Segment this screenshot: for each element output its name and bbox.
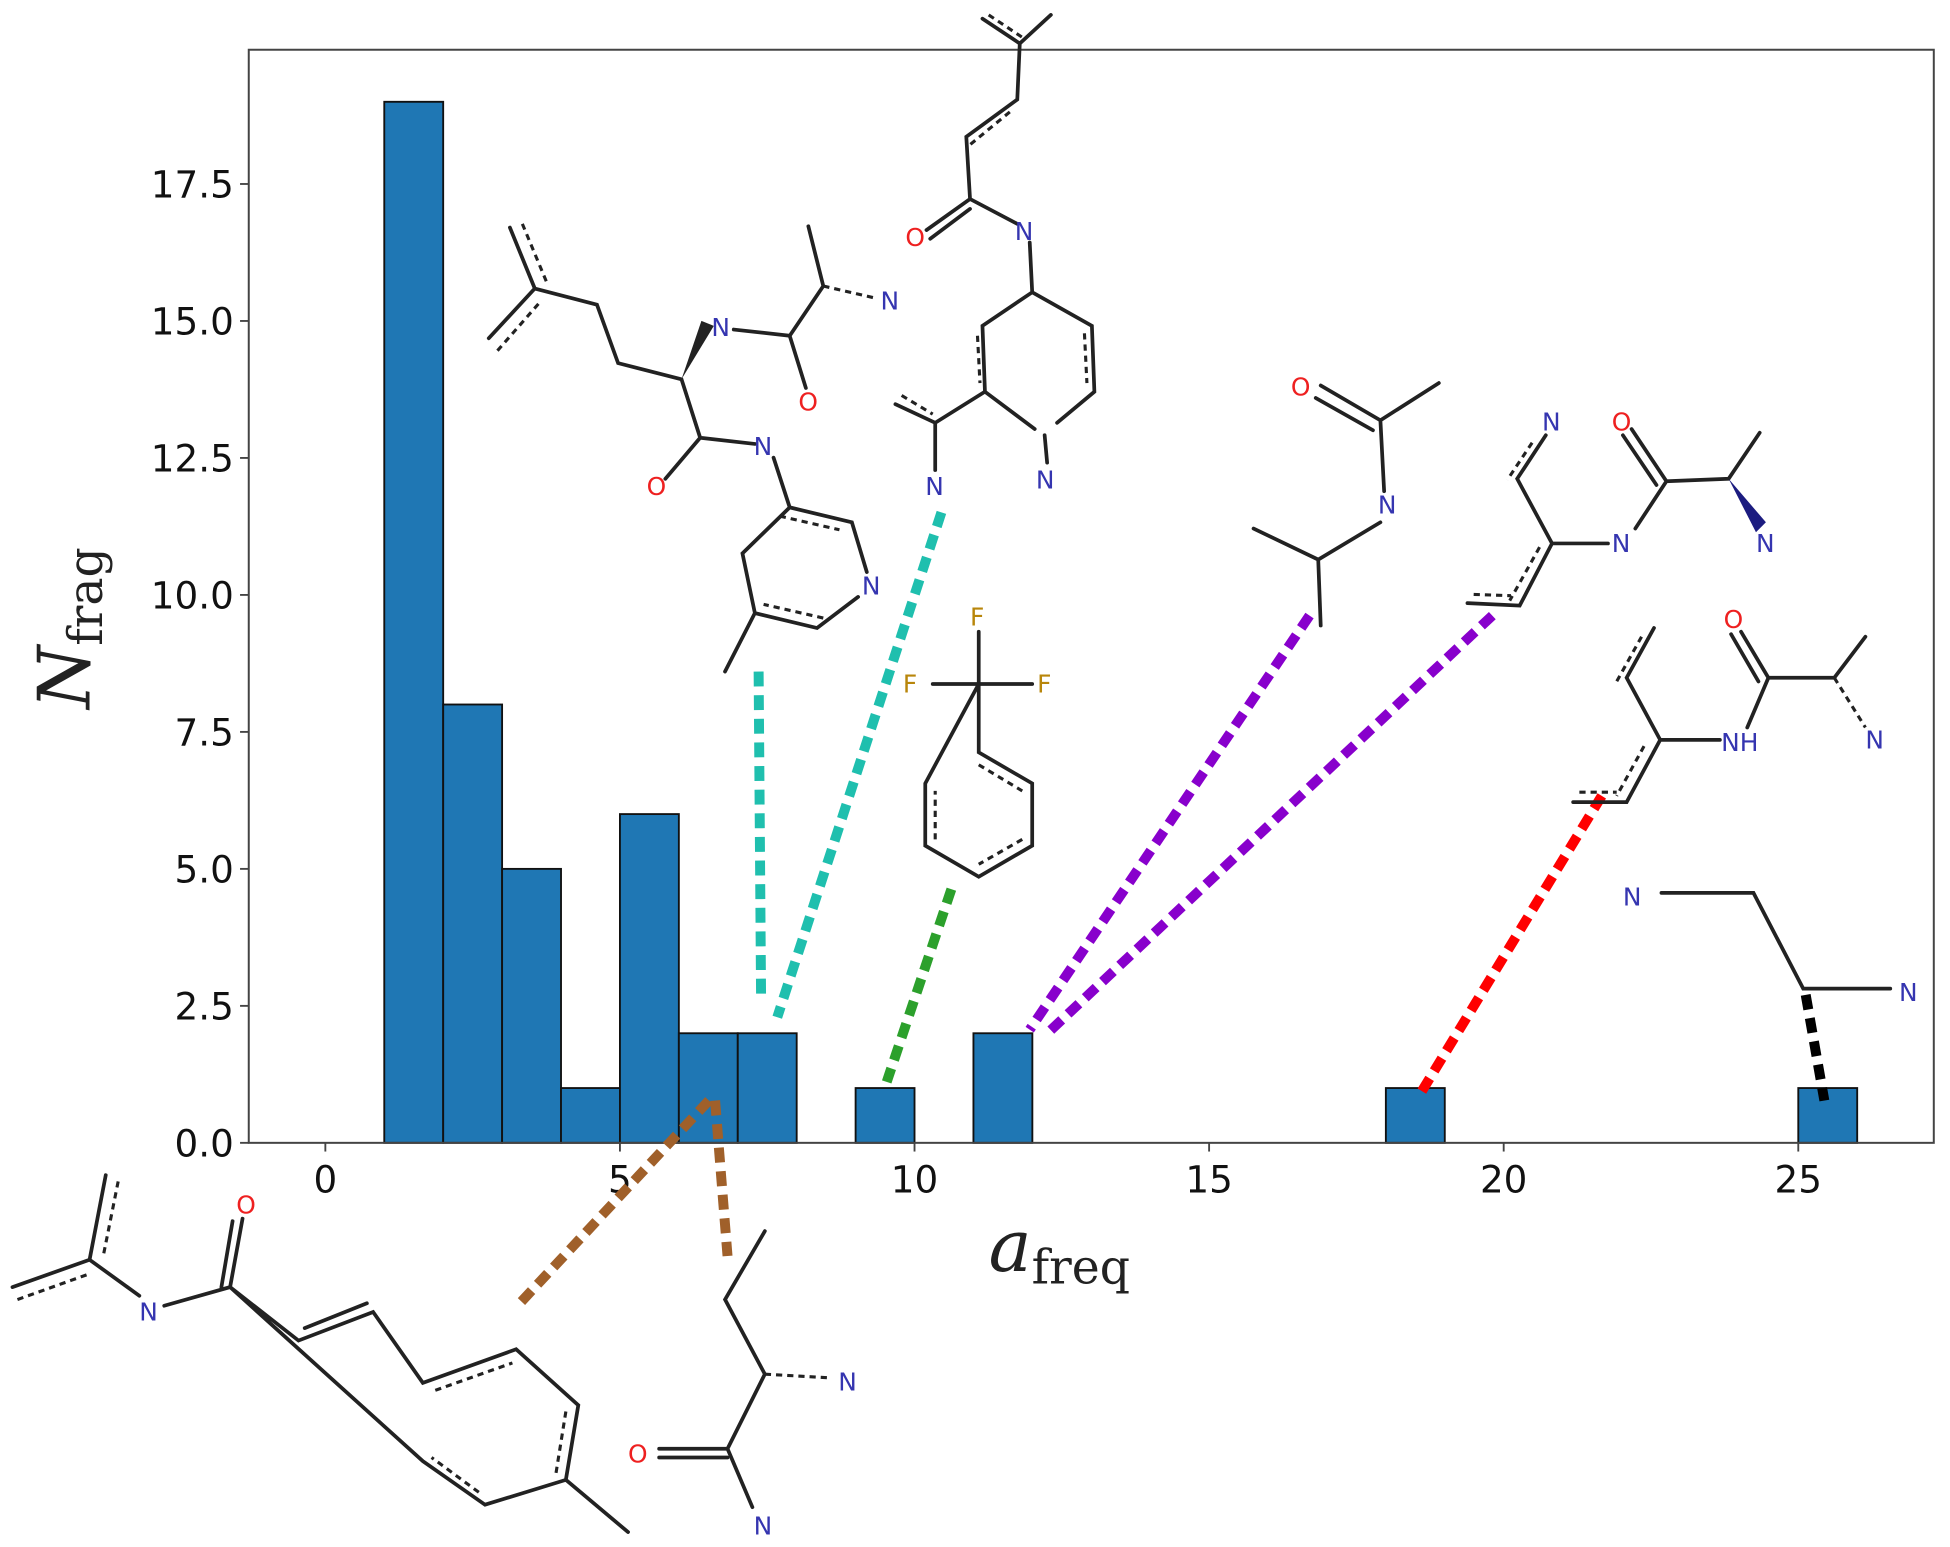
- histogram-bar: [972, 1032, 1034, 1144]
- fragment-e: N N O N: [1465, 407, 1775, 608]
- y-ticks: 0.0 2.5 5.0 7.5 10.0 12.5 15.0 17.5: [151, 163, 249, 1166]
- svg-text:O: O: [1291, 372, 1311, 401]
- connector-brown-2: [710, 1100, 733, 1257]
- svg-text:N: N: [711, 313, 730, 342]
- svg-text:O: O: [1612, 407, 1632, 436]
- svg-text:F: F: [903, 670, 917, 699]
- svg-text:N: N: [754, 1512, 773, 1541]
- svg-text:O: O: [647, 472, 667, 501]
- connector-green: [881, 887, 957, 1084]
- x-tick-label: 0: [313, 1158, 337, 1202]
- svg-text:N: N: [862, 571, 881, 600]
- svg-text:N: N: [1612, 529, 1631, 558]
- x-tick-label: 10: [891, 1158, 938, 1202]
- fragment-b: O N N N: [893, 13, 1097, 501]
- svg-text:N: N: [1036, 466, 1055, 495]
- y-tick-label: 17.5: [151, 163, 234, 207]
- svg-text:N: N: [754, 432, 773, 461]
- fragment-h: O N: [10, 1173, 630, 1534]
- svg-text:N: N: [838, 1367, 857, 1396]
- svg-text:N: N: [1899, 978, 1918, 1007]
- svg-text:O: O: [236, 1191, 256, 1220]
- histogram-bar: [383, 100, 445, 1144]
- histogram-bar: [560, 1087, 621, 1144]
- fragment-c: F F F: [903, 603, 1051, 879]
- fragment-d: O N: [1251, 372, 1441, 628]
- fragment-i: N O N: [628, 1229, 857, 1541]
- svg-text:O: O: [798, 387, 818, 416]
- x-axis-label: afreq: [989, 1205, 1130, 1295]
- y-tick-label: 5.0: [175, 848, 234, 892]
- svg-text:N: N: [925, 472, 944, 501]
- histogram-bar: [442, 703, 504, 1144]
- svg-text:N: N: [1378, 491, 1397, 520]
- y-tick-label: 0.0: [175, 1122, 234, 1166]
- svg-text:O: O: [628, 1439, 648, 1468]
- x-tick-label: 15: [1185, 1158, 1232, 1202]
- connector-black: [1800, 993, 1830, 1102]
- fragment-f: O NH N: [1571, 605, 1884, 804]
- y-tick-label: 7.5: [175, 711, 234, 755]
- histogram-bar: [501, 867, 562, 1144]
- svg-text:Nfrag: Nfrag: [24, 547, 114, 711]
- svg-text:O: O: [905, 223, 925, 252]
- histogram-bar: [619, 813, 680, 1144]
- histogram-bar: [736, 1032, 798, 1144]
- y-tick-label: 2.5: [175, 985, 234, 1029]
- connectors: [516, 510, 1830, 1307]
- x-ticks: 0 5 10 15 20 25: [313, 1142, 1822, 1202]
- connector-teal-2: [772, 510, 947, 1019]
- fragment-a: N N O O N N: [486, 223, 899, 674]
- svg-text:N: N: [1623, 882, 1642, 911]
- histogram-bar: [1384, 1087, 1446, 1144]
- svg-text:N: N: [1542, 407, 1561, 436]
- y-tick-label: 12.5: [151, 437, 234, 481]
- y-axis-label: Nfrag: [24, 547, 114, 711]
- wedge-bond: [681, 320, 714, 380]
- connector-purple-1: [1025, 612, 1314, 1033]
- x-tick-label: 20: [1480, 1158, 1527, 1202]
- svg-text:O: O: [1724, 605, 1744, 634]
- svg-text:N: N: [1756, 529, 1775, 558]
- histogram-bar: [854, 1087, 916, 1144]
- connector-teal-1: [753, 671, 767, 1002]
- fragment-g: N N: [1623, 882, 1918, 1007]
- axes-frame: [247, 48, 1935, 1144]
- svg-text:NH: NH: [1721, 728, 1758, 757]
- y-tick-label: 10.0: [151, 574, 234, 618]
- connector-red: [1417, 793, 1607, 1095]
- connector-purple-2: [1041, 611, 1496, 1040]
- x-tick-label: 25: [1775, 1158, 1822, 1202]
- y-tick-label: 15.0: [151, 300, 234, 344]
- bars: [383, 100, 1859, 1144]
- svg-text:N: N: [1865, 726, 1884, 755]
- svg-text:F: F: [1037, 670, 1051, 699]
- svg-text:N: N: [880, 287, 899, 316]
- svg-text:N: N: [1015, 217, 1034, 246]
- svg-text:N: N: [139, 1298, 158, 1327]
- svg-text:F: F: [970, 603, 984, 632]
